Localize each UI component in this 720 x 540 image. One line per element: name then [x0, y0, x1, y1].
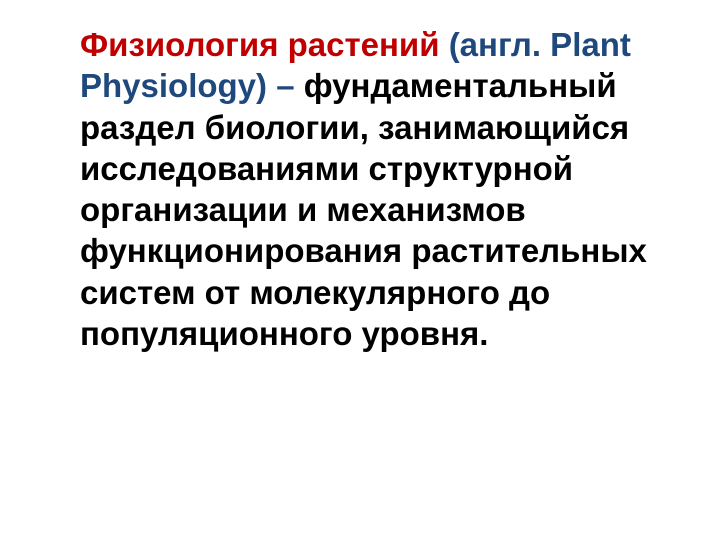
definition-paragraph: Физиология растений (англ. Plant Physiol…: [80, 24, 660, 354]
term-title: Физиология растений: [80, 26, 440, 63]
term-body: фундаментальный раздел биологии, занимаю…: [80, 67, 647, 352]
